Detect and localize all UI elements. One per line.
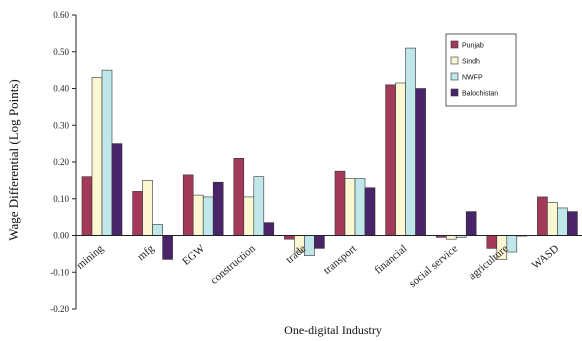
bar-punjab-construction xyxy=(233,158,245,236)
legend-label: NWFP xyxy=(462,75,483,82)
bar-balochistan-trade xyxy=(314,235,325,249)
bar-balochistan-construction xyxy=(263,222,275,236)
bar-punjab-mfg xyxy=(132,191,143,236)
bar-sindh-transport xyxy=(344,178,356,236)
y-tick-label: 0.60 xyxy=(53,10,69,20)
bar-sindh-construction xyxy=(243,196,255,236)
y-tick-label: 0.00 xyxy=(53,231,69,241)
bar-sindh-mining xyxy=(91,77,103,236)
x-category-label: transport xyxy=(321,243,359,277)
legend-swatch xyxy=(450,72,459,81)
bar-punjab-WASD xyxy=(537,196,548,236)
bar-sindh-mfg xyxy=(142,180,153,236)
bar-nwfp-financial xyxy=(405,47,416,236)
x-axis-label: One-digital Industry xyxy=(284,323,382,337)
y-tick-label: 0.10 xyxy=(53,194,69,204)
bar-balochistan-WASD xyxy=(567,211,578,236)
bar-sindh-EGW xyxy=(192,194,204,236)
bar-nwfp-WASD xyxy=(557,207,568,236)
legend-swatch xyxy=(450,88,459,97)
y-tick-label: -0.10 xyxy=(50,267,69,277)
bar-balochistan-mining xyxy=(111,143,123,236)
legend-swatch xyxy=(450,40,459,49)
bar-punjab-trade xyxy=(284,235,295,240)
bar-punjab-agriculture xyxy=(486,235,498,249)
bar-punjab-financial xyxy=(385,84,396,236)
bar-balochistan-mfg xyxy=(162,235,173,260)
y-tick-label: 0.30 xyxy=(53,120,69,130)
x-category-label: construction xyxy=(208,242,258,286)
bar-punjab-mining xyxy=(81,176,93,236)
x-category-label: mfg xyxy=(135,242,157,263)
bar-nwfp-mining xyxy=(101,69,113,236)
legend-label: Balochistan xyxy=(462,91,498,98)
legend: Punjab Sindh NWFP Balochistan xyxy=(445,33,517,107)
bar-balochistan-EGW xyxy=(212,181,224,236)
x-category-label: financial xyxy=(372,243,409,277)
bar-punjab-EGW xyxy=(182,174,194,236)
legend-label: Sindh xyxy=(462,59,480,66)
legend-label: Punjab xyxy=(462,43,484,50)
y-tick-label: 0.20 xyxy=(53,157,69,167)
x-category-label: mining xyxy=(74,242,106,272)
bar-punjab-transport xyxy=(334,170,346,236)
x-category-label: EGW xyxy=(180,242,207,268)
bar-nwfp-transport xyxy=(354,178,366,236)
bar-balochistan-transport xyxy=(364,187,376,236)
bar-nwfp-EGW xyxy=(202,196,214,236)
x-category-label: social service xyxy=(407,243,460,291)
bar-sindh-financial xyxy=(395,82,406,236)
bar-nwfp-mfg xyxy=(152,224,163,236)
legend-swatch xyxy=(450,56,459,65)
bar-sindh-WASD xyxy=(547,202,558,236)
x-category-label: WASD xyxy=(530,243,562,272)
bar-balochistan-financial xyxy=(415,88,426,236)
y-tick-label: 0.40 xyxy=(53,84,69,94)
bar-sindh-social-service xyxy=(445,235,457,240)
y-axis-label: Wage Differential (Log Points) xyxy=(6,79,21,241)
y-tick-label: 0.50 xyxy=(53,47,69,57)
y-tick-label: -0.20 xyxy=(50,304,69,314)
bar-balochistan-social-service xyxy=(465,211,477,236)
bar-nwfp-construction xyxy=(253,176,265,236)
